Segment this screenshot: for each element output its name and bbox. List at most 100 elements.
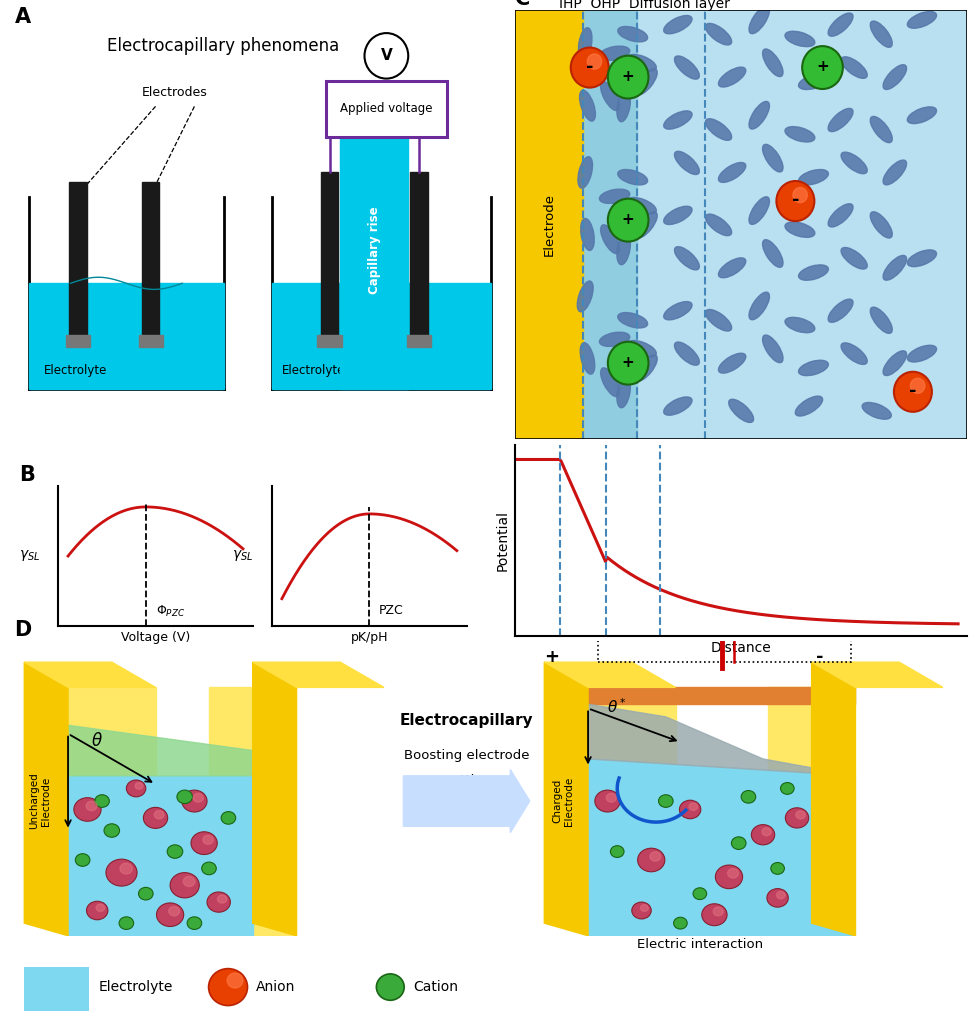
Ellipse shape bbox=[618, 312, 647, 328]
X-axis label: Distance: Distance bbox=[711, 641, 772, 656]
Text: D: D bbox=[15, 620, 32, 640]
Ellipse shape bbox=[870, 212, 892, 238]
Ellipse shape bbox=[841, 152, 867, 174]
Text: Uncharged
Electrode: Uncharged Electrode bbox=[29, 772, 51, 829]
Circle shape bbox=[607, 793, 616, 802]
Circle shape bbox=[167, 845, 183, 858]
Circle shape bbox=[608, 199, 648, 242]
Circle shape bbox=[364, 33, 408, 79]
Ellipse shape bbox=[664, 111, 692, 129]
Ellipse shape bbox=[664, 206, 692, 224]
Text: $\gamma_{SL}$: $\gamma_{SL}$ bbox=[18, 548, 40, 564]
Text: Cation: Cation bbox=[413, 980, 459, 994]
Circle shape bbox=[608, 341, 648, 385]
Circle shape bbox=[207, 892, 230, 912]
Polygon shape bbox=[588, 704, 855, 776]
Ellipse shape bbox=[675, 151, 700, 175]
Polygon shape bbox=[544, 662, 588, 936]
Circle shape bbox=[608, 56, 648, 98]
Ellipse shape bbox=[636, 355, 657, 382]
Circle shape bbox=[693, 888, 707, 900]
Polygon shape bbox=[253, 662, 296, 936]
Text: Electrocapillary phenomena: Electrocapillary phenomena bbox=[107, 37, 339, 55]
Ellipse shape bbox=[601, 368, 619, 397]
Bar bbox=[321, 172, 338, 344]
Circle shape bbox=[94, 795, 109, 808]
Ellipse shape bbox=[718, 67, 746, 87]
Bar bbox=[407, 335, 432, 346]
Circle shape bbox=[632, 902, 651, 919]
Circle shape bbox=[751, 825, 775, 845]
Ellipse shape bbox=[600, 47, 630, 60]
Ellipse shape bbox=[884, 255, 907, 280]
Circle shape bbox=[87, 902, 108, 920]
Ellipse shape bbox=[579, 90, 596, 121]
Ellipse shape bbox=[578, 28, 592, 60]
Ellipse shape bbox=[763, 335, 783, 363]
Ellipse shape bbox=[870, 307, 892, 333]
Polygon shape bbox=[24, 662, 68, 936]
Bar bbox=[583, 10, 967, 439]
Circle shape bbox=[202, 862, 216, 875]
Ellipse shape bbox=[870, 21, 892, 48]
Text: $\theta$: $\theta$ bbox=[91, 732, 103, 751]
Text: Electrocapillary: Electrocapillary bbox=[399, 713, 534, 728]
Text: $\theta^*$: $\theta^*$ bbox=[608, 697, 627, 716]
Polygon shape bbox=[812, 662, 855, 936]
Circle shape bbox=[713, 907, 723, 916]
Ellipse shape bbox=[664, 302, 692, 320]
Ellipse shape bbox=[675, 342, 700, 365]
FancyArrow shape bbox=[403, 769, 530, 832]
Circle shape bbox=[376, 974, 404, 1000]
Circle shape bbox=[715, 865, 743, 888]
Ellipse shape bbox=[799, 360, 828, 375]
Ellipse shape bbox=[785, 317, 815, 333]
Bar bbox=[340, 112, 408, 390]
Circle shape bbox=[155, 811, 164, 819]
Ellipse shape bbox=[799, 170, 828, 185]
Ellipse shape bbox=[664, 16, 692, 34]
Bar bbox=[410, 172, 428, 344]
Ellipse shape bbox=[785, 222, 815, 238]
Ellipse shape bbox=[627, 197, 656, 214]
Circle shape bbox=[595, 790, 620, 812]
Bar bbox=[24, 968, 89, 1011]
Circle shape bbox=[781, 783, 794, 794]
Ellipse shape bbox=[749, 196, 770, 224]
Text: -: - bbox=[586, 58, 594, 75]
Circle shape bbox=[227, 973, 243, 987]
Polygon shape bbox=[544, 662, 676, 688]
Circle shape bbox=[193, 793, 203, 802]
Circle shape bbox=[191, 831, 218, 854]
Text: +: + bbox=[622, 212, 635, 226]
Text: PZC: PZC bbox=[379, 605, 403, 617]
Text: -: - bbox=[816, 648, 824, 666]
Ellipse shape bbox=[636, 68, 657, 95]
Polygon shape bbox=[588, 759, 855, 936]
Ellipse shape bbox=[841, 57, 867, 79]
Y-axis label: Potential: Potential bbox=[496, 510, 509, 571]
Circle shape bbox=[203, 835, 213, 845]
Ellipse shape bbox=[600, 189, 630, 204]
Ellipse shape bbox=[884, 351, 907, 375]
Ellipse shape bbox=[617, 90, 631, 122]
X-axis label: Voltage (V): Voltage (V) bbox=[121, 631, 191, 644]
Circle shape bbox=[96, 904, 105, 911]
Circle shape bbox=[138, 887, 153, 900]
Ellipse shape bbox=[763, 49, 783, 77]
Bar bbox=[598, 637, 850, 662]
Ellipse shape bbox=[799, 265, 828, 280]
Text: -: - bbox=[791, 191, 799, 209]
Text: IHP  OHP  Diffusion layer: IHP OHP Diffusion layer bbox=[559, 0, 730, 11]
Ellipse shape bbox=[862, 402, 891, 419]
Circle shape bbox=[638, 848, 665, 872]
Circle shape bbox=[156, 903, 184, 926]
Text: $\gamma_{SL}$: $\gamma_{SL}$ bbox=[232, 548, 254, 564]
Ellipse shape bbox=[617, 375, 631, 407]
Ellipse shape bbox=[664, 397, 692, 416]
Text: C: C bbox=[515, 0, 531, 9]
Ellipse shape bbox=[763, 145, 783, 172]
Ellipse shape bbox=[675, 247, 700, 270]
Ellipse shape bbox=[907, 11, 937, 28]
Ellipse shape bbox=[580, 342, 595, 374]
